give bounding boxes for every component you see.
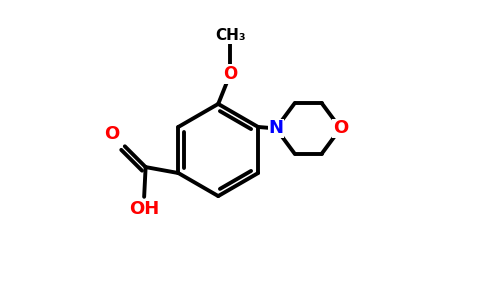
Text: CH₃: CH₃: [215, 28, 245, 43]
Text: O: O: [104, 125, 119, 143]
Text: OH: OH: [129, 200, 159, 218]
Text: N: N: [269, 119, 284, 137]
Text: CH₃: CH₃: [215, 26, 245, 41]
Text: O: O: [223, 65, 237, 83]
Text: O: O: [333, 119, 348, 137]
